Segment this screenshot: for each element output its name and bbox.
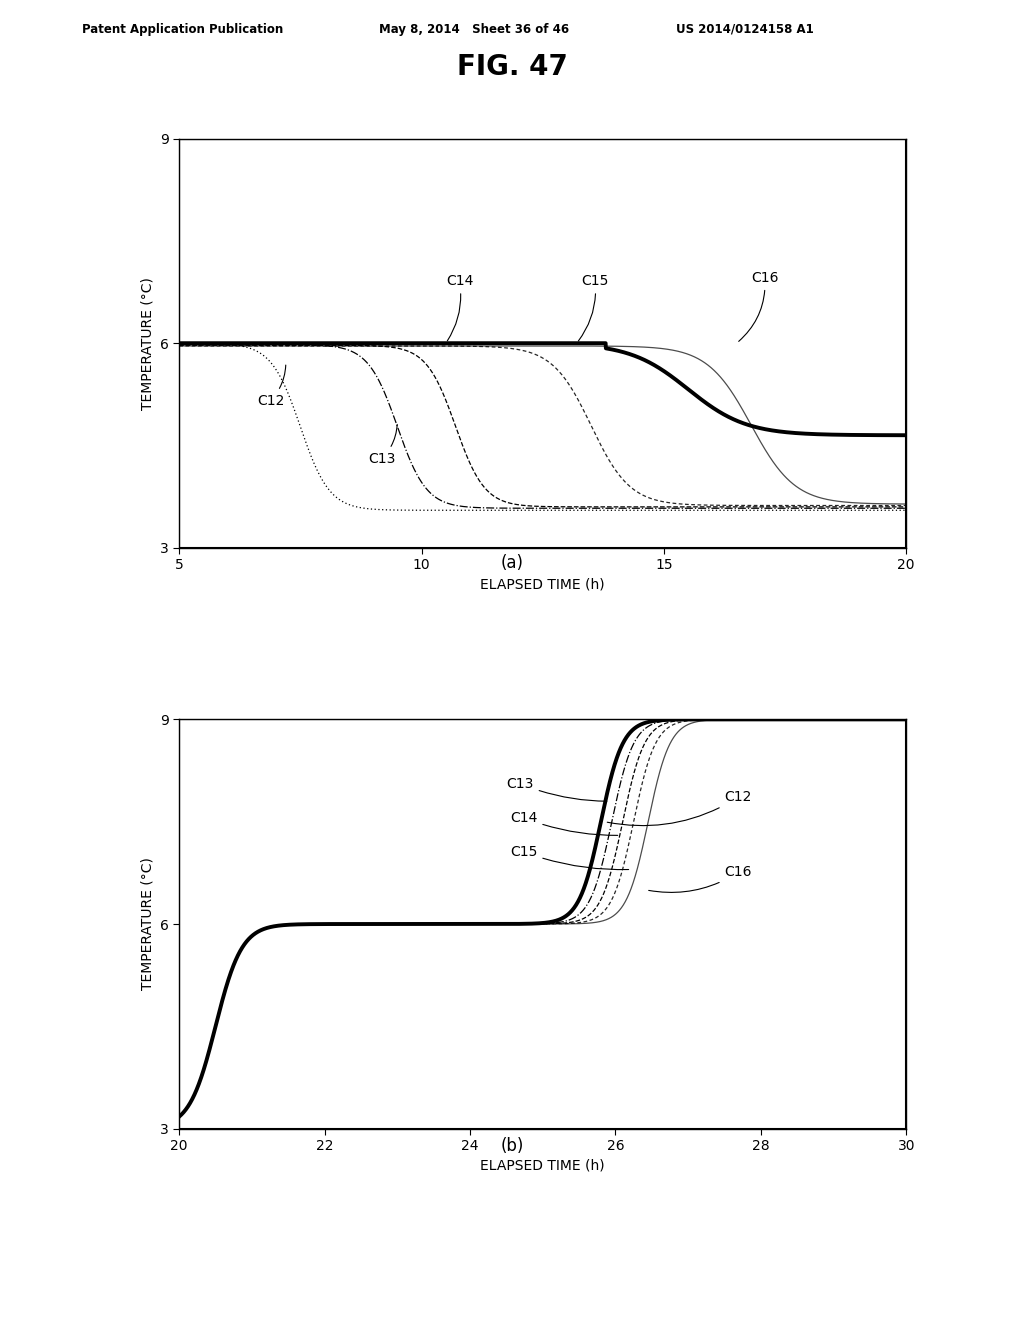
- Text: C12: C12: [257, 366, 286, 408]
- Text: (a): (a): [501, 553, 523, 572]
- Text: C16: C16: [738, 271, 778, 342]
- Text: May 8, 2014   Sheet 36 of 46: May 8, 2014 Sheet 36 of 46: [379, 22, 569, 36]
- X-axis label: ELAPSED TIME (h): ELAPSED TIME (h): [480, 1159, 605, 1172]
- Text: FIG. 47: FIG. 47: [457, 53, 567, 82]
- Text: C13: C13: [369, 425, 397, 466]
- Text: C12: C12: [607, 791, 752, 825]
- Text: Patent Application Publication: Patent Application Publication: [82, 22, 284, 36]
- Text: C16: C16: [648, 866, 752, 892]
- Text: C13: C13: [506, 776, 607, 801]
- Text: C14: C14: [510, 810, 617, 836]
- Text: (b): (b): [501, 1137, 523, 1155]
- Y-axis label: TEMPERATURE (°C): TEMPERATURE (°C): [140, 277, 155, 409]
- X-axis label: ELAPSED TIME (h): ELAPSED TIME (h): [480, 578, 605, 591]
- Text: C14: C14: [445, 275, 473, 341]
- Text: C15: C15: [579, 275, 609, 341]
- Y-axis label: TEMPERATURE (°C): TEMPERATURE (°C): [140, 858, 155, 990]
- Text: US 2014/0124158 A1: US 2014/0124158 A1: [676, 22, 814, 36]
- Text: C15: C15: [510, 845, 629, 870]
